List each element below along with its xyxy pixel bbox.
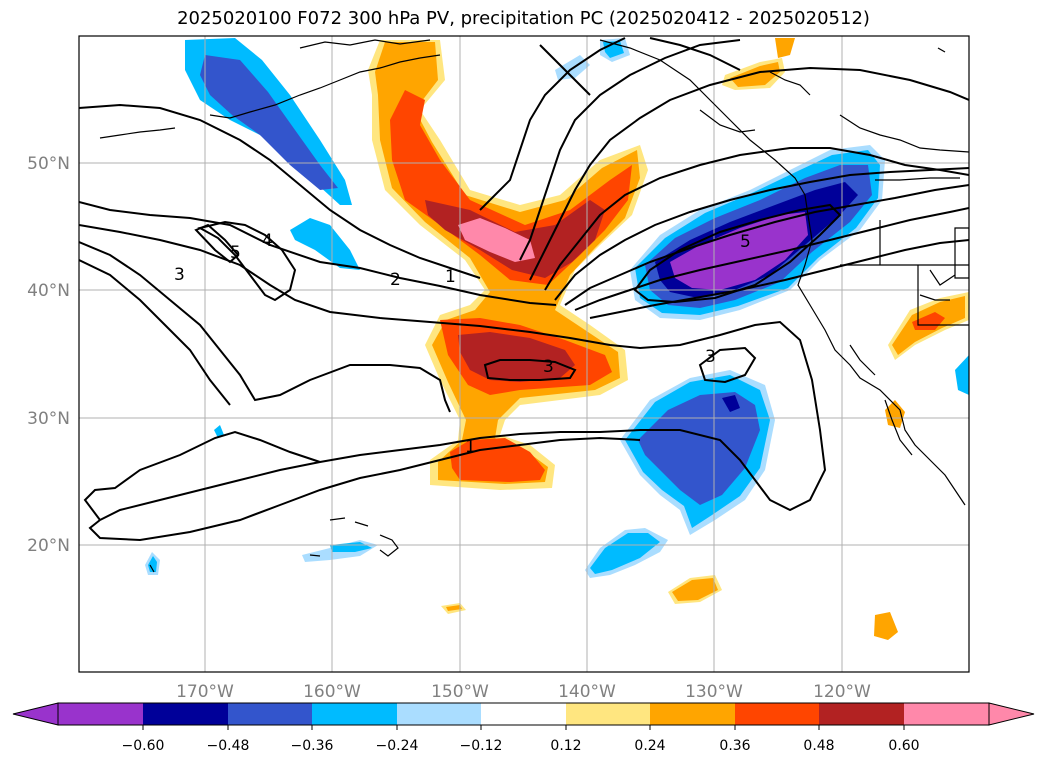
- contour-label: 3: [705, 347, 716, 367]
- contour-labels: 5 4 3 2 1 3 5 3 1: [174, 231, 751, 457]
- colorbar-segment: [481, 703, 566, 725]
- colorbar-tick-label: −0.12: [460, 738, 503, 754]
- colorbar-segment: [228, 703, 312, 725]
- contour-label: 4: [262, 231, 273, 251]
- colorbar-segment: [312, 703, 397, 725]
- colorbar-segment: [566, 703, 650, 725]
- colorbar-tick-label: 0.48: [803, 738, 834, 754]
- map-frame: [78, 35, 970, 673]
- lat-label-30n: 30°N: [27, 409, 70, 429]
- colorbar-segment: [904, 703, 989, 725]
- map-area: 5 4 3 2 1 3 5 3 1: [79, 36, 969, 672]
- colorbar-extend-low: [12, 702, 59, 726]
- colorbar: −0.60 −0.48 −0.36 −0.24 −0.12 0.12 0.24 …: [12, 702, 1035, 754]
- lat-label-40n: 40°N: [27, 281, 70, 301]
- lon-label-170w: 170°W: [176, 682, 234, 702]
- colorbar-tick-label: 0.24: [634, 738, 665, 754]
- colorbar-tick-label: −0.36: [291, 738, 334, 754]
- pv-contours: [79, 37, 969, 542]
- colorbar-frame: [57, 702, 990, 726]
- colorbar-extend-high: [988, 702, 1035, 726]
- precip-negative-shading: [145, 38, 969, 578]
- contour-label: 5: [740, 232, 751, 252]
- lon-label-150w: 150°W: [431, 682, 489, 702]
- colorbar-segment: [397, 703, 481, 725]
- colorbar-tick-label: −0.60: [122, 738, 165, 754]
- contour-label: 2: [390, 270, 401, 290]
- lat-lon-grid: [79, 36, 969, 672]
- colorbar-segment: [735, 703, 819, 725]
- colorbar-segment: [650, 703, 735, 725]
- contour-label: 1: [465, 437, 476, 457]
- lat-label-20n: 20°N: [27, 536, 70, 556]
- longitude-labels: 170°W 160°W 150°W 140°W 130°W 120°W: [176, 682, 871, 702]
- latitude-labels: 50°N 40°N 30°N 20°N: [27, 154, 70, 556]
- colorbar-tick-labels: −0.60 −0.48 −0.36 −0.24 −0.12 0.12 0.24 …: [122, 738, 920, 754]
- plot-title: 2025020100 F072 300 hPa PV, precipitatio…: [177, 8, 870, 29]
- colorbar-tick-marks: [142, 725, 905, 730]
- contour-label: 3: [543, 357, 554, 377]
- colorbar-tick-label: 0.36: [719, 738, 750, 754]
- lon-label-160w: 160°W: [303, 682, 361, 702]
- contour-label: 5: [230, 243, 241, 263]
- colorbar-segment: [819, 703, 904, 725]
- colorbar-segment: [58, 703, 143, 725]
- lat-label-50n: 50°N: [27, 154, 70, 174]
- lon-label-130w: 130°W: [685, 682, 743, 702]
- colorbar-tick-label: 0.12: [550, 738, 581, 754]
- lon-label-140w: 140°W: [558, 682, 616, 702]
- colorbar-tick-label: 0.60: [888, 738, 919, 754]
- colorbar-tick-label: −0.48: [207, 738, 250, 754]
- lon-label-120w: 120°W: [813, 682, 871, 702]
- contour-label: 1: [445, 267, 456, 287]
- contour-label: 3: [174, 265, 185, 285]
- colorbar-segment: [143, 703, 228, 725]
- colorbar-tick-label: −0.24: [376, 738, 419, 754]
